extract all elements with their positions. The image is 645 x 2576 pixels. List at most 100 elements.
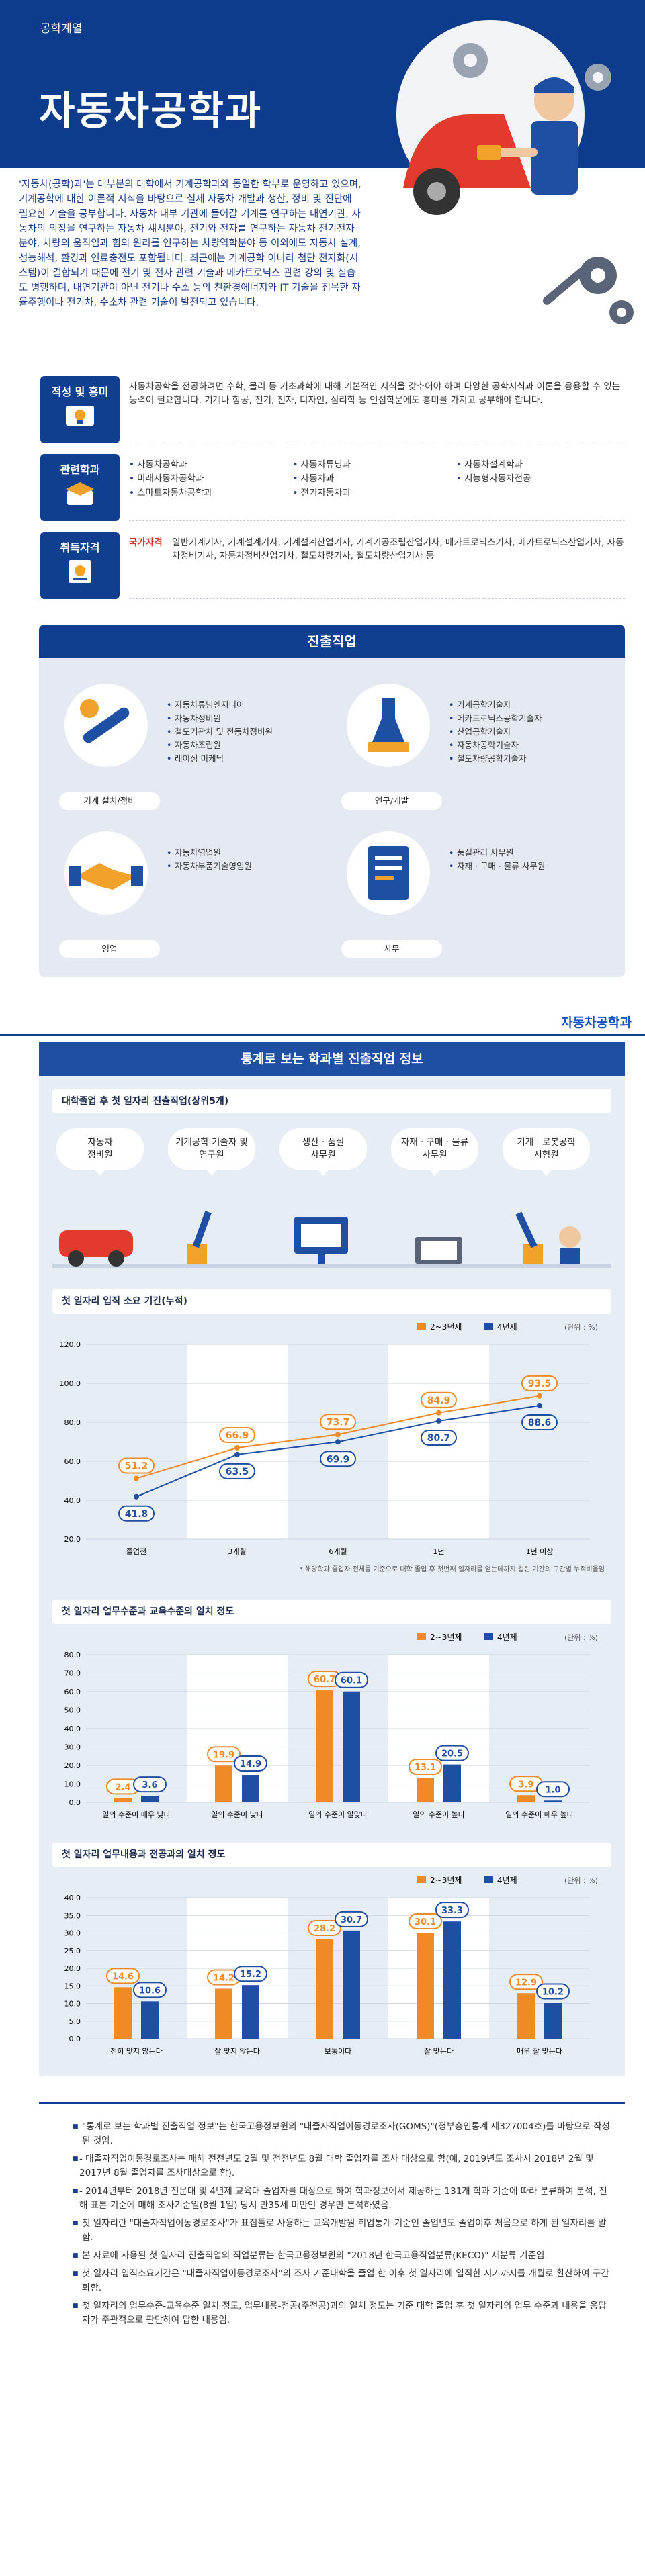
data-label-bg <box>421 1429 457 1446</box>
data-label: 20.5 <box>441 1749 463 1759</box>
x-tick-label: 잘 맞지 않는다 <box>214 2047 260 2056</box>
legend-label: 2~3년제 <box>430 1876 462 1885</box>
y-tick-label: 40.0 <box>64 1724 81 1733</box>
note-item: - 대졸자직업이동경로조사는 매해 전전년도 2월 및 전전년도 8월 대학 졸… <box>73 2152 611 2180</box>
license-section: 취득자격 국가자격 일반기계기사, 기계설계기사, 기계설계산업기사, 기계기공… <box>40 532 625 599</box>
data-point <box>234 1444 240 1451</box>
data-label-bg <box>521 1375 558 1391</box>
data-label: 1.0 <box>545 1785 560 1795</box>
y-tick-label: 10.0 <box>64 2000 81 2009</box>
bar <box>141 2001 159 2039</box>
job-card: 사무 품질관리 사무원 자재 · 구매 · 물류 사무원 <box>341 826 610 967</box>
y-tick-label: 50.0 <box>64 1706 81 1715</box>
related-column: 자동차설계학과 지능형자동차전공 <box>456 458 620 520</box>
intro-text: '자동차(공학)과'는 대부분의 대학에서 기계공학과와 동일한 학부로 운영하… <box>19 179 361 308</box>
data-label-bg <box>509 1974 543 1990</box>
related-item: 스마트자동차공학과 <box>129 486 293 500</box>
stats-title: 통계로 보는 학과별 진출직업 정보 <box>39 1042 625 1076</box>
chart1-header: 첫 일자리 입직 소요 기간(누적) <box>52 1289 611 1314</box>
data-label: 80.7 <box>427 1433 451 1444</box>
note-item: 첫 일자리 입직소요기간은 "대졸자직업이동경로조사"의 조사 기준대학을 졸업… <box>73 2267 611 2295</box>
data-label-bg <box>335 1671 368 1688</box>
job-item: 자동차조립원 <box>167 739 273 752</box>
data-label: 14.6 <box>112 1972 134 1982</box>
bar <box>242 1775 259 1802</box>
data-label: 73.7 <box>327 1417 350 1428</box>
related-item: 미래자동차공학과 <box>129 472 293 486</box>
y-tick-label: 20.0 <box>64 1535 81 1544</box>
related-item: 자동차설계학과 <box>456 458 620 472</box>
legend-label: 4년제 <box>497 1876 517 1885</box>
car-icon <box>59 1230 133 1267</box>
data-label-bg <box>435 1745 469 1761</box>
job-item: 산업공학기술자 <box>449 725 542 739</box>
bar <box>114 1798 132 1802</box>
legend-swatch <box>417 1633 426 1640</box>
data-point <box>234 1451 240 1457</box>
data-point <box>436 1410 441 1416</box>
bar <box>517 1795 535 1802</box>
bar <box>443 1764 461 1802</box>
aptitude-text: 자동차공학을 전공하려면 수학, 물리 등 기초과학에 대해 기본적인 지식을 … <box>129 376 625 443</box>
data-point <box>537 1393 542 1399</box>
data-label: 60.1 <box>341 1676 362 1686</box>
related-item: 지능형자동차전공 <box>456 472 620 486</box>
unit-label: (단위 : %) <box>564 1323 598 1332</box>
top5-header: 대학졸업 후 첫 일자리 진출직업(상위5개) <box>52 1089 611 1113</box>
data-label: 88.6 <box>528 1418 552 1428</box>
y-tick-label: 30.0 <box>64 1743 81 1752</box>
wrench-icon <box>542 267 587 305</box>
x-tick-label: 1년 이상 <box>526 1547 554 1556</box>
data-label: 63.5 <box>226 1467 249 1477</box>
data-point <box>335 1432 341 1438</box>
bar <box>517 1993 535 2039</box>
bar <box>215 1988 232 2039</box>
top5-item: 생산 · 품질 사무원 <box>280 1128 367 1176</box>
chart3-title: 첫 일자리 업무내용과 전공과의 일치 정도 <box>62 1849 226 1860</box>
job-item: 메카트로닉스공학기술자 <box>449 712 542 725</box>
license-label-box: 취득자격 <box>40 532 120 599</box>
aptitude-label-box: 적성 및 흥미 <box>40 376 120 443</box>
data-label-bg <box>234 1755 267 1772</box>
y-tick-label: 60.0 <box>64 1457 81 1466</box>
data-label-bg <box>408 1758 442 1775</box>
gear-icon <box>453 43 488 78</box>
chart1-title: 첫 일자리 입직 소요 기간(누적) <box>62 1296 187 1307</box>
bar <box>215 1765 232 1802</box>
data-label-bg <box>435 1902 469 1919</box>
data-label: 14.2 <box>213 1973 234 1983</box>
bar <box>443 1921 461 2039</box>
job-list: 품질관리 사무원 자재 · 구매 · 물류 사무원 <box>449 846 545 873</box>
bar <box>343 1691 360 1802</box>
wrench-icon <box>64 684 148 767</box>
data-label: 2.4 <box>115 1782 130 1792</box>
y-tick-label: 15.0 <box>64 1982 81 1990</box>
license-key: 국가자격 <box>129 537 163 548</box>
related-section: 관련학과 자동차공학과 미래자동차공학과 스마트자동차공학과 자동차튜닝과 자동… <box>40 454 625 521</box>
data-label-bg <box>118 1457 155 1474</box>
y-tick-label: 40.0 <box>64 1894 81 1902</box>
y-tick-label: 40.0 <box>64 1496 81 1505</box>
license-label: 취득자격 <box>60 541 100 554</box>
data-label-bg <box>421 1391 457 1408</box>
lightbulb-icon <box>66 406 94 426</box>
x-tick-label: 졸업전 <box>126 1547 146 1556</box>
jobs-section: 진출직업 기계 설치/정비 자동차튜닝엔지니어 자동차정비원 철도기관차 및 전… <box>39 625 625 977</box>
data-label: 15.2 <box>240 1970 261 1980</box>
related-column: 자동차공학과 미래자동차공학과 스마트자동차공학과 <box>129 458 293 520</box>
laptop-icon <box>415 1237 462 1264</box>
y-tick-label: 5.0 <box>69 2017 81 2026</box>
data-label-bg <box>133 1776 167 1793</box>
data-label: 84.9 <box>427 1395 451 1406</box>
chart2-header: 첫 일자리 업무수준과 교육수준의 일치 정도 <box>52 1600 611 1624</box>
job-card: 영업 자동차영업원 자동차부품기술영업원 <box>59 826 328 967</box>
data-label: 69.9 <box>327 1454 350 1465</box>
data-label: 3.6 <box>142 1780 157 1790</box>
data-point <box>134 1475 139 1481</box>
data-label: 33.3 <box>441 1906 463 1916</box>
x-tick-label: 일의 수준이 매우 높다 <box>505 1810 574 1819</box>
data-label: 13.1 <box>415 1763 436 1773</box>
y-tick-label: 35.0 <box>64 1911 81 1920</box>
brand-label: 자동차공학과 <box>561 1015 632 1030</box>
job-item: 자동차영업원 <box>167 846 252 860</box>
